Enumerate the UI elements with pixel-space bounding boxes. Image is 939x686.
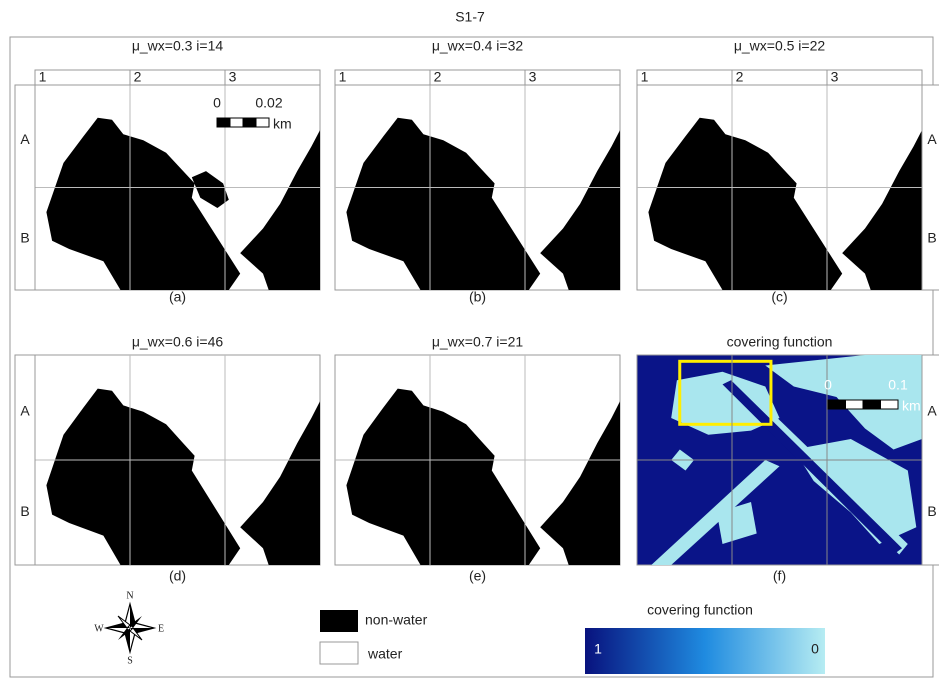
- panel-caption: (e): [469, 568, 486, 584]
- map-panel: μ_wx=0.3 i=14 1 2 3 A B (a): [15, 38, 320, 305]
- figure: S1-7 N S E W non-water water covering fu…: [0, 0, 939, 681]
- column-label: 2: [134, 69, 142, 85]
- colorbar-high: 1: [594, 641, 602, 657]
- legend-swatch-nonwater: [320, 610, 358, 632]
- panel-caption: (f): [773, 568, 786, 584]
- scale-bar-segment: [256, 118, 269, 127]
- row-label: B: [927, 503, 936, 519]
- column-label-cell: [225, 70, 320, 85]
- column-label: 3: [831, 69, 839, 85]
- scale-bar-segment: [881, 400, 899, 409]
- compass-n: N: [126, 590, 133, 601]
- column-label: 2: [736, 69, 744, 85]
- colorbar-low: 0: [811, 641, 819, 657]
- column-label: 2: [434, 69, 442, 85]
- compass-w: W: [94, 623, 104, 634]
- column-label-cell: [637, 70, 732, 85]
- scale-unit: km: [902, 398, 921, 414]
- panel-title: μ_wx=0.6 i=46: [132, 334, 224, 350]
- row-label: B: [20, 503, 29, 519]
- row-label-strip: [922, 85, 939, 290]
- column-label: 1: [641, 69, 649, 85]
- compass-e: E: [158, 623, 164, 634]
- column-label-cell: [430, 70, 525, 85]
- map-panel: covering function A B (f): [637, 334, 939, 584]
- panel-title: μ_wx=0.5 i=22: [734, 38, 826, 54]
- scale-label: 0.1: [888, 377, 908, 393]
- panel-title: μ_wx=0.7 i=21: [432, 334, 524, 350]
- panel-title: μ_wx=0.4 i=32: [432, 38, 524, 54]
- scale-label: 0: [824, 377, 832, 393]
- panel-caption: (a): [169, 289, 186, 305]
- column-label: 3: [229, 69, 237, 85]
- panel-caption: (c): [771, 289, 787, 305]
- panel-title: covering function: [727, 334, 833, 350]
- scale-bar-segment: [243, 118, 256, 127]
- row-label: A: [20, 402, 30, 418]
- map-panel: μ_wx=0.6 i=46 A B (d): [15, 334, 320, 584]
- colorbar-title: covering function: [647, 602, 753, 618]
- scale-bar-segment: [217, 118, 230, 127]
- row-label: A: [927, 131, 937, 147]
- panel-caption: (d): [169, 568, 186, 584]
- figure-title: S1-7: [455, 9, 485, 25]
- colorbar: [585, 628, 825, 674]
- row-label: B: [20, 229, 29, 245]
- row-label: A: [20, 131, 30, 147]
- row-label: B: [927, 229, 936, 245]
- legend-label: non-water: [365, 612, 428, 628]
- row-label: A: [927, 402, 937, 418]
- legend-swatch-water: [320, 642, 358, 664]
- compass: N S E W: [94, 590, 164, 666]
- column-label: 1: [39, 69, 47, 85]
- column-label: 3: [529, 69, 537, 85]
- row-label-strip: [15, 85, 35, 290]
- column-label-cell: [335, 70, 430, 85]
- legend-label: water: [367, 646, 403, 662]
- map-panel: μ_wx=0.5 i=22 1 2 3 A B (c): [637, 38, 939, 305]
- row-label-strip: [922, 355, 939, 565]
- column-label-cell: [827, 70, 922, 85]
- column-label: 1: [339, 69, 347, 85]
- scale-unit: km: [273, 116, 292, 132]
- row-label-strip: [15, 355, 35, 565]
- compass-s: S: [127, 655, 133, 666]
- scale-label: 0: [213, 95, 221, 111]
- map-panel: μ_wx=0.4 i=32 1 2 3 (b): [335, 38, 620, 305]
- panel-caption: (b): [469, 289, 486, 305]
- map-panel: μ_wx=0.7 i=21 (e): [335, 334, 620, 584]
- column-label-cell: [525, 70, 620, 85]
- scale-bar-segment: [846, 400, 864, 409]
- scale-label: 0.02: [255, 95, 282, 111]
- column-label-cell: [35, 70, 130, 85]
- panel-title: μ_wx=0.3 i=14: [132, 38, 224, 54]
- scale-bar-segment: [828, 400, 846, 409]
- column-label-cell: [732, 70, 827, 85]
- column-label-cell: [130, 70, 225, 85]
- scale-bar-segment: [230, 118, 243, 127]
- scale-bar-segment: [863, 400, 881, 409]
